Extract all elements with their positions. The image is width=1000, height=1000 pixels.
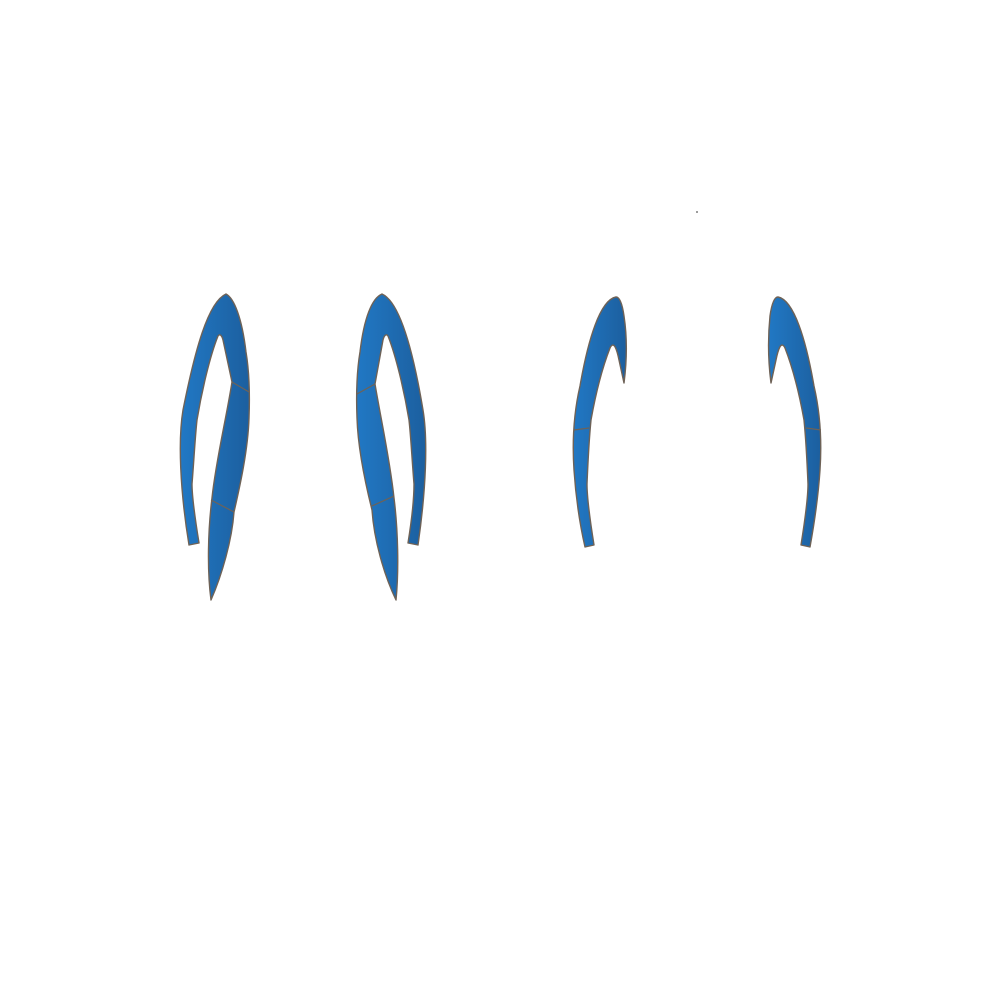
hook-right-strip [767, 296, 822, 548]
hook-right-seam [805, 427, 822, 431]
closed-loop-left-icon [179, 293, 251, 601]
hook-left-seam [573, 427, 590, 431]
closed-loop-right-icon [355, 293, 427, 601]
loop-left-seam-1 [231, 381, 250, 393]
open-hook-left-icon [572, 296, 627, 548]
loop-left-outer-strip [179, 293, 251, 601]
loop-right-seam-2 [371, 495, 395, 507]
loop-right-outer-strip [355, 293, 427, 601]
loop-right-seam-1 [356, 383, 376, 395]
speck-dot [696, 211, 698, 213]
loop-left-seam-2 [210, 499, 235, 513]
hook-left-strip [572, 296, 627, 548]
open-hook-right-icon [767, 296, 822, 548]
